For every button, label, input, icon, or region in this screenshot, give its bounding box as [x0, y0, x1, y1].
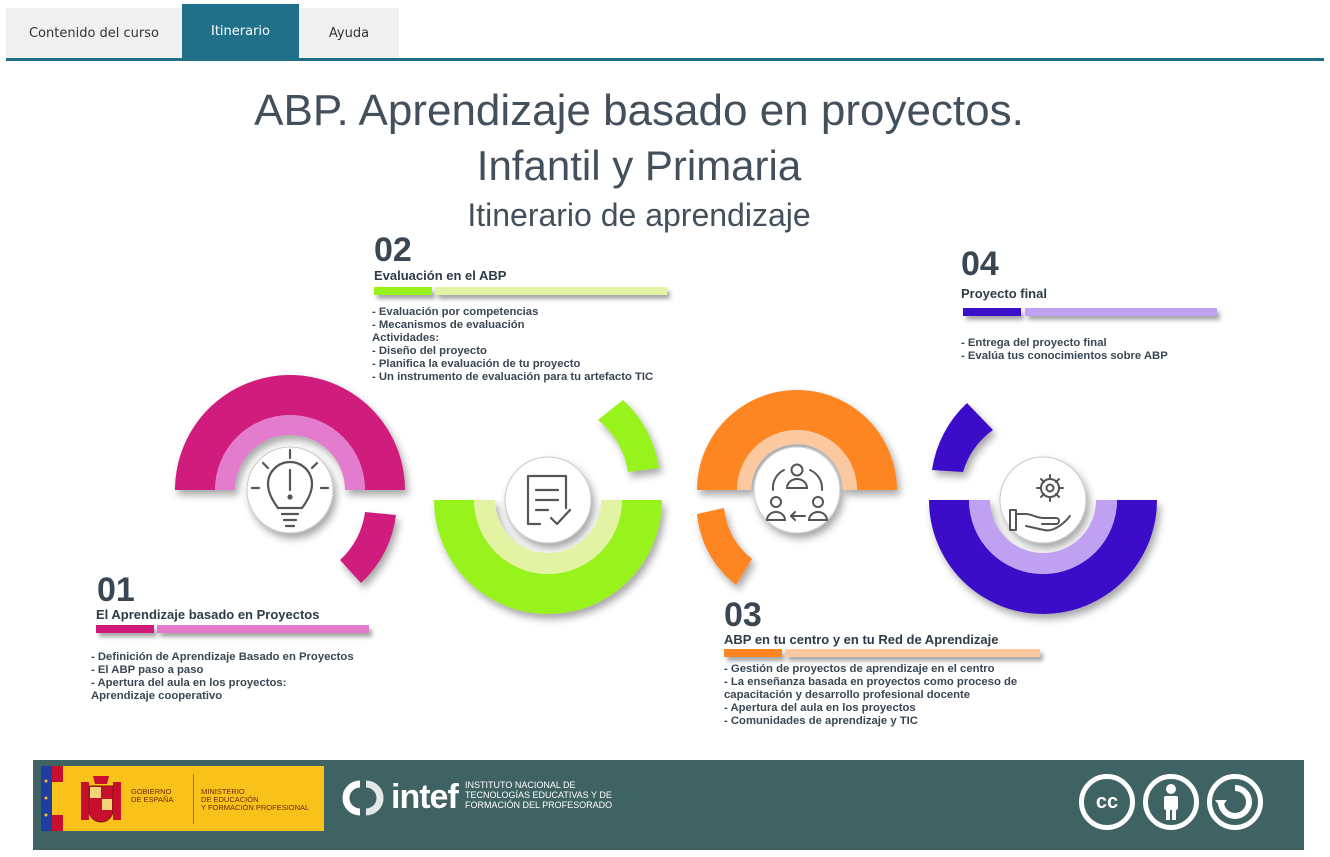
step-03-item: capacitación y desarrollo profesional do…	[724, 689, 971, 701]
ministry-text: MINISTERIO DE EDUCACIÓN Y FORMACIÓN PROFES…	[201, 787, 310, 812]
step-02-item: Actividades:	[372, 332, 440, 344]
step-03-number: 03	[724, 596, 762, 634]
step-01-outer-arc	[175, 375, 405, 490]
step-04-item[interactable]: - Evalúa tus conocimientos sobre ABP	[961, 350, 1168, 362]
intef-text: INSTITUTO NACIONAL DE TECNOLOGÍAS EDUCATI…	[465, 780, 613, 810]
lightbulb-icon	[250, 448, 330, 528]
sa-icon[interactable]	[1207, 774, 1263, 830]
step-04-side-arc	[932, 403, 993, 472]
gov-text: GOBIERNO DE ESPAÑA	[131, 787, 174, 804]
hand-gear-icon	[1009, 474, 1071, 532]
step-02-outer-arc	[434, 500, 662, 614]
step-04-number: 04	[961, 245, 999, 283]
person-icon	[1164, 784, 1178, 820]
step-03-side-arc	[697, 508, 752, 585]
step-02-item[interactable]: - Un instrumento de evaluación para tu a…	[372, 371, 654, 383]
step-02-bar-dark	[374, 287, 432, 295]
step-01-bar-light	[157, 625, 369, 633]
step-01-number: 01	[97, 571, 135, 609]
tab-ayuda[interactable]: Ayuda	[299, 8, 399, 58]
page-subtitle: Itinerario de aprendizaje	[467, 197, 811, 233]
step-02-side-arc	[598, 400, 659, 472]
coat-of-arms-icon	[81, 776, 121, 823]
step-03-item[interactable]: - La enseñanza basada en proyectos como …	[724, 676, 1018, 688]
step-04-bar-light	[1025, 308, 1217, 316]
step-02-item[interactable]: - Diseño del proyecto	[372, 345, 487, 357]
step-03-title[interactable]: ABP en tu centro y en tu Red de Aprendiz…	[724, 632, 999, 647]
government-logo[interactable]: GOBIERNO DE ESPAÑA MINISTERIO DE EDUCACIÓN…	[41, 766, 324, 831]
step-03-item[interactable]: - Comunidades de aprendizaje y TIC	[724, 715, 918, 727]
step-03-inner-arc	[737, 430, 857, 490]
intef-symbol-icon	[342, 780, 384, 816]
intef-logo[interactable]: intef	[391, 778, 459, 816]
step-01-side-arc	[340, 512, 396, 583]
step-03-bar-light	[785, 649, 1040, 657]
step-04-bar-dark	[963, 308, 1021, 316]
step-02-title[interactable]: Evaluación en el ABP	[374, 268, 507, 283]
step-03-item[interactable]: - Gestión de proyectos de aprendizaje en…	[724, 663, 995, 675]
step-01-item: Aprendizaje cooperativo	[91, 690, 223, 702]
step-02-item[interactable]: - Mecanismos de evaluación	[372, 319, 525, 331]
step-02-bar-light	[435, 287, 667, 295]
step-01-bar-dark	[96, 625, 154, 633]
step-02-items: - Evaluación por competencias - Mecanism…	[372, 306, 653, 384]
step-02-graphic[interactable]	[434, 400, 662, 614]
checklist-icon	[526, 474, 572, 526]
share-alike-icon	[1215, 785, 1252, 819]
page-title-line2: Infantil y Primaria	[476, 142, 802, 189]
step-04-graphic[interactable]	[929, 403, 1157, 614]
tab-underline	[6, 58, 1324, 61]
cc-icon[interactable]: cc	[1079, 774, 1135, 830]
step-03-items: - Gestión de proyectos de aprendizaje en…	[724, 663, 1017, 728]
step-03-item[interactable]: - Apertura del aula en los proyectos	[724, 702, 916, 714]
gov-divider	[193, 774, 194, 824]
step-01-items: - Definición de Aprendizaje Basado en Pr…	[91, 651, 354, 703]
step-01-item[interactable]: - Apertura del aula en los proyectos:	[91, 677, 287, 689]
tab-contenido-del-curso[interactable]: Contenido del curso	[6, 8, 182, 58]
step-03-bar-dark	[724, 649, 782, 657]
step-04-title[interactable]: Proyecto final	[961, 286, 1047, 301]
step-03-outer-arc	[697, 390, 897, 490]
step-01-inner-arc	[215, 415, 365, 490]
step-01-title[interactable]: El Aprendizaje basado en Proyectos	[96, 607, 320, 622]
tab-bar: Contenido del curso Itinerario Ayuda	[6, 4, 399, 58]
step-01-item[interactable]: - El ABP paso a paso	[91, 664, 204, 676]
step-01-item[interactable]: - Definición de Aprendizaje Basado en Pr…	[91, 651, 354, 663]
page-title: ABP. Aprendizaje basado en proyectos.	[254, 86, 1024, 135]
step-04-inner-arc	[969, 500, 1117, 574]
step-04-outer-arc	[929, 500, 1157, 614]
itinerary-infographic	[175, 375, 1157, 614]
tab-itinerario[interactable]: Itinerario	[182, 4, 299, 58]
eu-flag-icon	[41, 766, 63, 831]
step-02-item[interactable]: - Planifica la evaluación de tu proyecto	[372, 358, 581, 370]
people-exchange-icon	[765, 463, 829, 521]
step-04-item[interactable]: - Entrega del proyecto final	[961, 337, 1107, 349]
step-04-items: - Entrega del proyecto final - Evalúa tu…	[961, 337, 1168, 363]
step-02-item[interactable]: - Evaluación por competencias	[372, 306, 539, 318]
step-02-number: 02	[374, 231, 412, 269]
by-icon[interactable]	[1143, 774, 1199, 830]
footer-banner: GOBIERNO DE ESPAÑA MINISTERIO DE EDUCACIÓN…	[33, 760, 1304, 850]
step-02-inner-arc	[474, 500, 622, 574]
